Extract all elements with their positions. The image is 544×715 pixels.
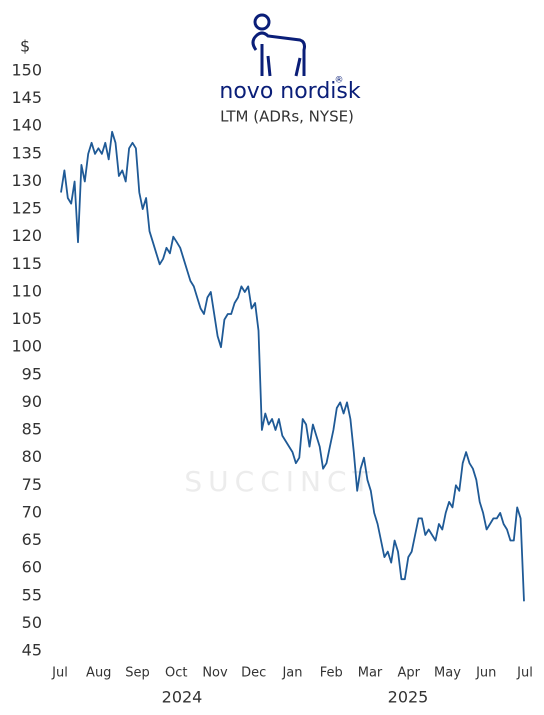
price-line [60, 130, 525, 602]
y-tick-label: 75 [22, 475, 42, 494]
y-tick-label: 60 [22, 558, 42, 577]
y-tick-label: 140 [11, 116, 42, 135]
year-label: 2024 [162, 688, 203, 707]
y-tick-label: 110 [11, 281, 42, 300]
x-tick-label: Apr [398, 666, 421, 681]
y-tick-label: 55 [22, 585, 42, 604]
y-tick-label: 105 [11, 309, 42, 328]
y-tick-label: 45 [22, 641, 42, 660]
y-tick-label: 80 [22, 447, 42, 466]
x-tick-label: May [434, 666, 461, 681]
x-tick-label: Jul [51, 666, 68, 681]
y-tick-label: 130 [11, 171, 42, 190]
y-tick-label: 120 [11, 226, 42, 245]
y-tick-label: 85 [22, 420, 42, 439]
x-tick-label: Jun [475, 666, 496, 681]
year-label: 2025 [388, 688, 429, 707]
x-tick-label: Jan [281, 666, 302, 681]
x-tick-label: Sep [125, 666, 150, 681]
x-tick-label: Mar [358, 666, 383, 681]
x-tick-label: Oct [165, 666, 187, 681]
brand-mark: ® [335, 76, 344, 86]
y-tick-label: 150 [11, 61, 42, 80]
x-tick-label: Aug [86, 666, 111, 681]
watermark: SUCCINCT [184, 465, 375, 498]
y-tick-label: 115 [11, 254, 42, 273]
y-tick-label: 70 [22, 502, 42, 521]
y-tick-label: 95 [22, 364, 42, 383]
x-tick-label: Jul [516, 666, 533, 681]
logo-icon [251, 13, 306, 77]
x-tick-label: Feb [320, 666, 343, 681]
y-tick-label: 90 [22, 392, 42, 411]
y-tick-label: 100 [11, 337, 42, 356]
brand: novo nordisk [219, 79, 360, 104]
x-tick-label: Nov [202, 666, 228, 681]
y-tick-label: 135 [11, 143, 42, 162]
y-tick-label: 50 [22, 613, 42, 632]
y-tick-label: 65 [22, 530, 42, 549]
subtitle: LTM (ADRs, NYSE) [220, 108, 354, 126]
x-tick-label: Dec [241, 666, 266, 681]
y-tick-label: 145 [11, 88, 42, 107]
y-unit: $ [20, 37, 30, 56]
y-tick-label: 125 [11, 199, 42, 218]
